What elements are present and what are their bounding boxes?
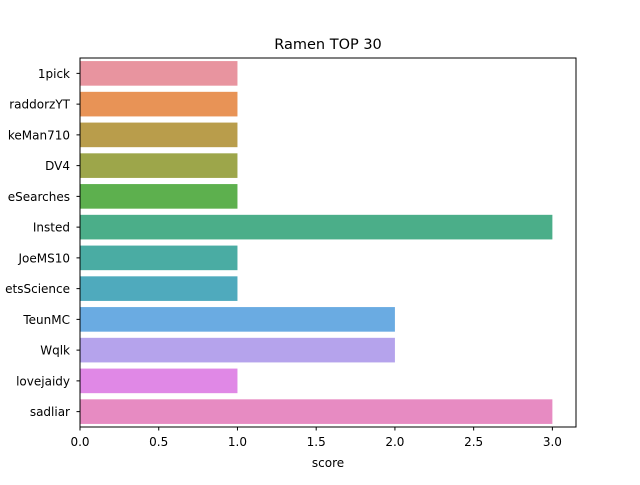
bars-group <box>80 61 553 424</box>
bar-3 <box>80 153 238 178</box>
x-tick-label-2: 1.0 <box>228 435 247 449</box>
x-tick-label-3: 1.5 <box>307 435 326 449</box>
bar-6 <box>80 245 238 271</box>
x-axis-label: score <box>312 456 344 470</box>
y-tick-label-9: Wqlk <box>40 344 70 358</box>
bar-2 <box>80 122 238 148</box>
bar-11 <box>80 399 553 424</box>
x-tick-label-6: 3.0 <box>543 435 562 449</box>
x-axis: 0.0 0.5 1.0 1.5 2.0 2.5 3.0 <box>70 427 562 449</box>
bar-9 <box>80 337 395 363</box>
bar-1 <box>80 91 238 117</box>
y-axis: 1pick raddorzYT keMan710 DV4 eSearches Insted… <box>5 67 80 419</box>
bar-10 <box>80 368 238 394</box>
y-tick-label-4: eSearches <box>8 190 70 204</box>
y-tick-label-0: 1pick <box>38 67 70 81</box>
bar-5 <box>80 214 553 240</box>
x-tick-label-4: 2.0 <box>385 435 404 449</box>
chart-title: Ramen TOP 30 <box>274 37 382 53</box>
bar-7 <box>80 276 238 301</box>
y-tick-label-3: DV4 <box>45 159 70 173</box>
x-tick-label-0: 0.0 <box>70 435 89 449</box>
y-tick-label-8: TeunMC <box>22 313 70 327</box>
y-tick-label-1: raddorzYT <box>9 98 70 112</box>
y-tick-label-6: JoeMS10 <box>17 251 70 265</box>
y-tick-label-5: Insted <box>33 221 70 235</box>
y-tick-label-7: etsScience <box>5 282 70 296</box>
y-tick-label-10: lovejaidy <box>16 374 70 388</box>
bar-0 <box>80 61 238 86</box>
x-tick-label-5: 2.5 <box>464 435 483 449</box>
plot-frame <box>79 57 577 428</box>
x-tick-label-1: 0.5 <box>149 435 168 449</box>
bar-4 <box>80 184 238 209</box>
y-tick-label-2: keMan710 <box>8 128 70 142</box>
bar-8 <box>80 307 395 332</box>
y-tick-label-11: sadliar <box>30 405 70 419</box>
